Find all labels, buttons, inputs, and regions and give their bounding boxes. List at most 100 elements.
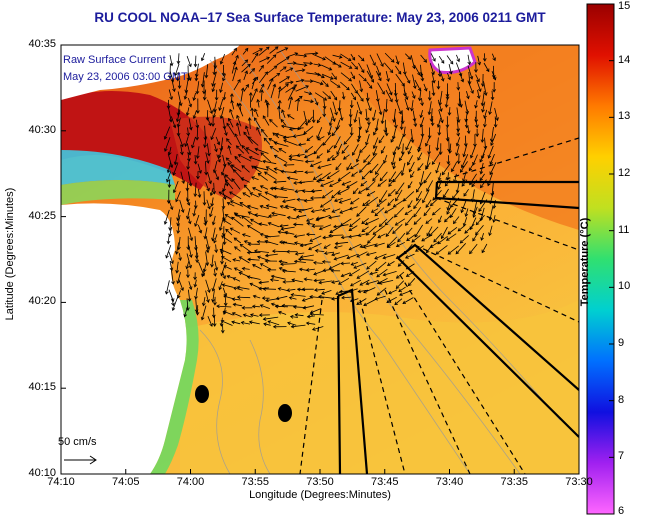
current-vector <box>296 214 307 218</box>
current-vector <box>395 65 402 75</box>
current-vector <box>447 226 458 235</box>
current-vector <box>491 53 496 61</box>
current-vector-head <box>381 91 385 95</box>
current-vector <box>328 215 341 219</box>
current-vector <box>291 279 304 283</box>
current-vector <box>268 222 280 228</box>
current-vector <box>260 205 270 210</box>
current-vector-head <box>437 240 441 245</box>
current-vector-head <box>465 110 470 115</box>
current-vector-head <box>338 64 342 68</box>
current-vector-head <box>327 157 331 162</box>
current-vector <box>407 181 413 189</box>
current-vector <box>194 279 197 287</box>
current-vector <box>351 83 358 94</box>
current-vector <box>412 74 416 89</box>
current-vector-head <box>374 296 379 301</box>
current-vector-head <box>258 280 262 285</box>
current-vector <box>346 181 358 188</box>
current-vector <box>405 253 415 259</box>
current-vector <box>285 205 295 209</box>
colorbar-tick-label: 7 <box>618 450 625 463</box>
current-vector <box>304 52 318 55</box>
current-vector <box>194 154 197 164</box>
current-vector <box>352 144 359 156</box>
current-vector <box>421 98 423 106</box>
current-vector-head <box>265 166 270 170</box>
current-vector-head <box>313 278 317 283</box>
current-vector-head <box>423 87 428 92</box>
legend-line-2: May 23, 2006 03:00 GMT <box>63 71 188 83</box>
current-vector <box>270 84 276 99</box>
current-vector <box>337 188 350 195</box>
current-vector-head <box>333 144 338 149</box>
current-vector-head <box>372 152 377 157</box>
current-vector-head <box>489 161 493 166</box>
current-vector-head <box>235 54 239 59</box>
current-vector-head <box>256 98 261 103</box>
current-vector <box>223 310 234 316</box>
current-vector <box>263 137 271 145</box>
x-axis-label: Longitude (Degrees:Minutes) <box>249 489 391 501</box>
current-vector-head <box>194 255 199 260</box>
current-vector-head <box>429 244 434 248</box>
current-vector-head <box>278 259 283 264</box>
current-vector-head <box>188 63 192 68</box>
current-vector <box>225 214 233 220</box>
current-vector <box>311 189 322 192</box>
current-vector <box>491 126 494 142</box>
current-vector-head <box>440 60 445 64</box>
current-vector <box>332 154 340 161</box>
current-vector-head <box>361 220 365 225</box>
current-vector-head <box>223 293 228 297</box>
current-vector <box>232 259 241 262</box>
current-vector-head <box>466 95 470 100</box>
current-vector-head <box>264 253 269 258</box>
current-vector <box>195 287 198 299</box>
current-vector <box>252 264 262 270</box>
current-vector-head <box>167 151 172 156</box>
current-vector <box>265 253 278 257</box>
current-vector-head <box>397 238 401 243</box>
current-vector <box>239 103 242 111</box>
current-vector-head <box>365 252 370 257</box>
current-vector <box>257 256 271 262</box>
current-vector <box>222 208 225 221</box>
current-vector <box>320 180 334 187</box>
current-vector-head <box>298 95 303 100</box>
current-vector-head <box>209 192 214 197</box>
current-vector-head <box>218 191 223 195</box>
current-vector-head <box>202 268 207 273</box>
current-vector-head <box>352 96 357 101</box>
current-vector <box>177 101 180 116</box>
current-vector <box>169 226 172 237</box>
current-vector <box>465 109 468 122</box>
current-vector <box>202 72 205 87</box>
current-vector <box>232 67 237 82</box>
colorbar <box>586 3 615 515</box>
current-vector <box>375 161 385 175</box>
current-vector-head <box>231 216 235 221</box>
current-vector <box>333 136 341 149</box>
current-vector-head <box>193 283 198 288</box>
current-vector <box>213 182 215 194</box>
current-vector <box>333 224 349 228</box>
current-vector-head <box>279 224 283 228</box>
current-vector-head <box>368 85 373 89</box>
current-vector <box>489 162 497 175</box>
current-vector-head <box>259 232 264 237</box>
current-vector <box>224 179 234 190</box>
current-vector <box>211 197 214 207</box>
current-vector <box>187 151 190 162</box>
current-vector-head <box>232 286 237 291</box>
current-vector-head <box>304 159 309 164</box>
current-vector-head <box>209 213 213 218</box>
current-vector <box>358 73 367 82</box>
current-vector-head <box>246 225 251 229</box>
current-vector <box>322 189 334 199</box>
current-vector <box>479 173 485 181</box>
current-vector-head <box>262 287 267 291</box>
current-vector-head <box>447 231 452 235</box>
current-vector <box>203 262 207 272</box>
x-tick-label: 74:05 <box>111 476 140 488</box>
